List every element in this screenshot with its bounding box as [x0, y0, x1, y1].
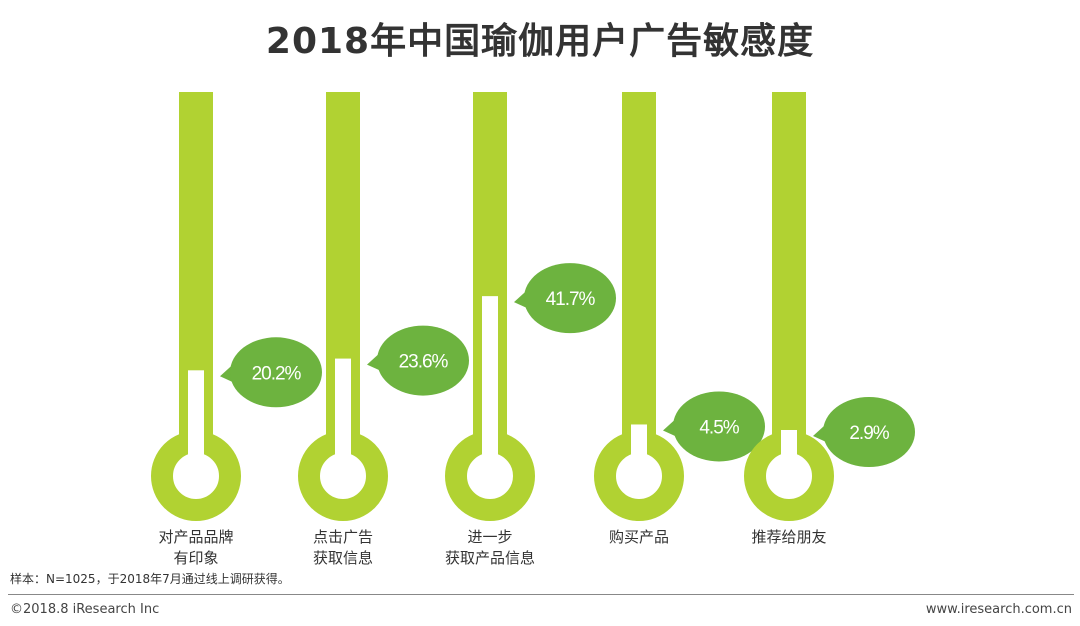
value-label: 23.6% — [399, 352, 449, 373]
sample-note: 样本：N=1025，于2018年7月通过线上调研获得。 — [10, 572, 290, 586]
value-label: 2.9% — [849, 423, 889, 444]
category-label: 点击广告 — [313, 528, 373, 546]
bulb-center — [766, 453, 812, 499]
category-label: 对产品品牌 — [158, 528, 233, 546]
category-label: 获取信息 — [313, 549, 373, 567]
thermometer-tube — [772, 92, 806, 462]
value-bubble — [377, 325, 469, 396]
value-bubble — [230, 337, 322, 408]
category-label: 购买产品 — [609, 528, 669, 546]
value-label: 4.5% — [699, 417, 739, 438]
value-column — [188, 370, 204, 466]
website-text: www.iresearch.com.cn — [925, 602, 1072, 617]
value-bubble — [524, 263, 616, 334]
footer-divider — [8, 594, 1074, 595]
category-label: 进一步 — [467, 528, 512, 546]
thermometer-tube — [622, 92, 656, 462]
category-label: 推荐给朋友 — [751, 528, 826, 546]
value-label: 41.7% — [546, 289, 596, 310]
page-title: 2018年中国瑜伽用户广告敏感度 — [265, 21, 815, 62]
category-label: 有印象 — [173, 549, 218, 567]
category-label: 获取产品信息 — [445, 549, 535, 567]
copyright-text: ©2018.8 iResearch Inc — [10, 602, 160, 617]
bulb-center — [616, 453, 662, 499]
value-label: 20.2% — [252, 363, 302, 384]
bulb-center — [320, 453, 366, 499]
value-column — [482, 296, 498, 466]
value-bubble — [823, 396, 915, 467]
value-column — [335, 358, 351, 466]
bulb-center — [467, 453, 513, 499]
value-bubble — [673, 391, 765, 462]
bulb-center — [173, 453, 219, 499]
